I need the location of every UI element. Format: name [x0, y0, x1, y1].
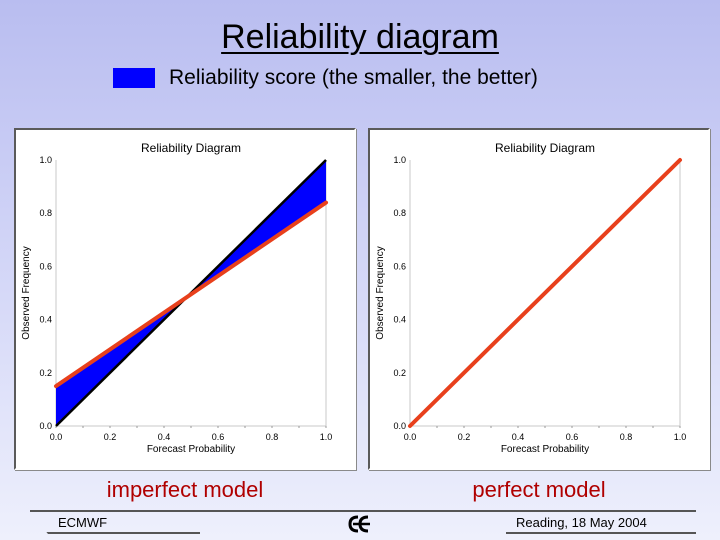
- slide-title: Reliability diagram: [0, 18, 720, 57]
- caption-imperfect-model: imperfect model: [14, 477, 356, 503]
- x-tick-label: 0.4: [512, 432, 525, 442]
- y-tick-label: 0.2: [393, 368, 406, 378]
- reliability-chart-imperfect: Reliability Diagram 0.0 0.2 0.4 0.6 0.8 1.0 0.0…: [16, 130, 354, 468]
- y-tick-label: 0.6: [393, 261, 406, 271]
- legend: Reliability score (the smaller, the bett…: [113, 64, 538, 92]
- footer-date: Reading, 18 May 2004: [506, 512, 696, 534]
- y-axis-label: Observed Frequency: [375, 246, 386, 339]
- chart-panel-perfect: Reliability Diagram 0.0 0.2 0.4 0.6 0.8 1.0 0.0…: [368, 128, 710, 470]
- y-tick-label: 0.4: [39, 315, 52, 325]
- caption-perfect-model: perfect model: [368, 477, 710, 503]
- x-tick-label: 0.8: [620, 432, 633, 442]
- legend-label: Reliability score (the smaller, the bett…: [169, 66, 538, 90]
- x-tick-label: 1.0: [320, 432, 333, 442]
- x-axis-label: Forecast Probability: [501, 444, 589, 455]
- x-tick-label: 0.6: [212, 432, 225, 442]
- chart-panel-imperfect: Reliability Diagram 0.0 0.2 0.4 0.6 0.8 1.0 0.0…: [14, 128, 356, 470]
- x-tick-label: 0.2: [104, 432, 117, 442]
- x-tick-label: 0.0: [404, 432, 417, 442]
- reliability-curve: [410, 160, 680, 426]
- y-tick-label: 0.6: [39, 261, 52, 271]
- ecmwf-logo-icon: [348, 514, 372, 534]
- x-tick-label: 1.0: [674, 432, 687, 442]
- footer-organisation: ECMWF: [30, 512, 200, 534]
- y-tick-label: 0.4: [393, 315, 406, 325]
- legend-swatch: [113, 68, 155, 88]
- y-tick-label: 1.0: [393, 155, 406, 165]
- y-tick-label: 0.8: [39, 208, 52, 218]
- y-tick-label: 0.2: [39, 368, 52, 378]
- x-tick-label: 0.2: [458, 432, 471, 442]
- x-tick-label: 0.0: [50, 432, 63, 442]
- x-axis-label: Forecast Probability: [147, 444, 235, 455]
- y-axis-label: Observed Frequency: [21, 246, 32, 339]
- x-tick-label: 0.8: [266, 432, 279, 442]
- y-tick-label: 0.0: [39, 421, 52, 431]
- chart-title: Reliability Diagram: [141, 141, 241, 155]
- chart-title: Reliability Diagram: [495, 141, 595, 155]
- y-tick-label: 0.0: [393, 421, 406, 431]
- reliability-chart-perfect: Reliability Diagram 0.0 0.2 0.4 0.6 0.8 1.0 0.0…: [370, 130, 708, 468]
- y-tick-label: 0.8: [393, 208, 406, 218]
- y-tick-label: 1.0: [39, 155, 52, 165]
- x-tick-label: 0.4: [158, 432, 171, 442]
- reliability-curve: [56, 203, 326, 387]
- x-tick-label: 0.6: [566, 432, 579, 442]
